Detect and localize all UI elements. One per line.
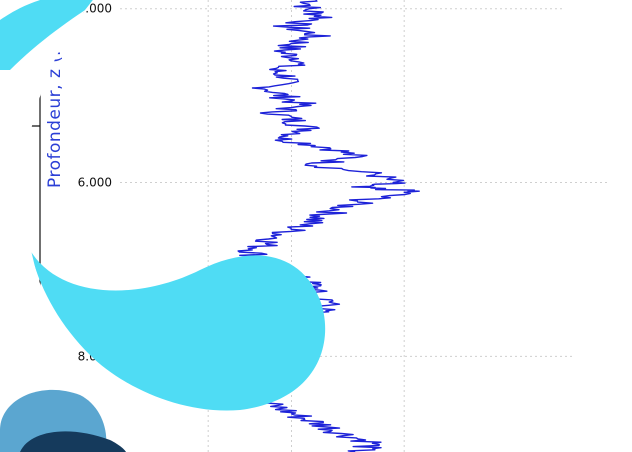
decor-swoosh-cyan bbox=[30, 250, 326, 411]
y-axis-title: Profondeur, z (m) bbox=[45, 31, 65, 188]
decor-blob-dark bbox=[20, 431, 126, 452]
side-tag-text: ent bbox=[14, 87, 28, 96]
y-tick-label-1: 6.000 bbox=[78, 176, 112, 190]
decor-swoosh-top bbox=[0, 0, 100, 70]
